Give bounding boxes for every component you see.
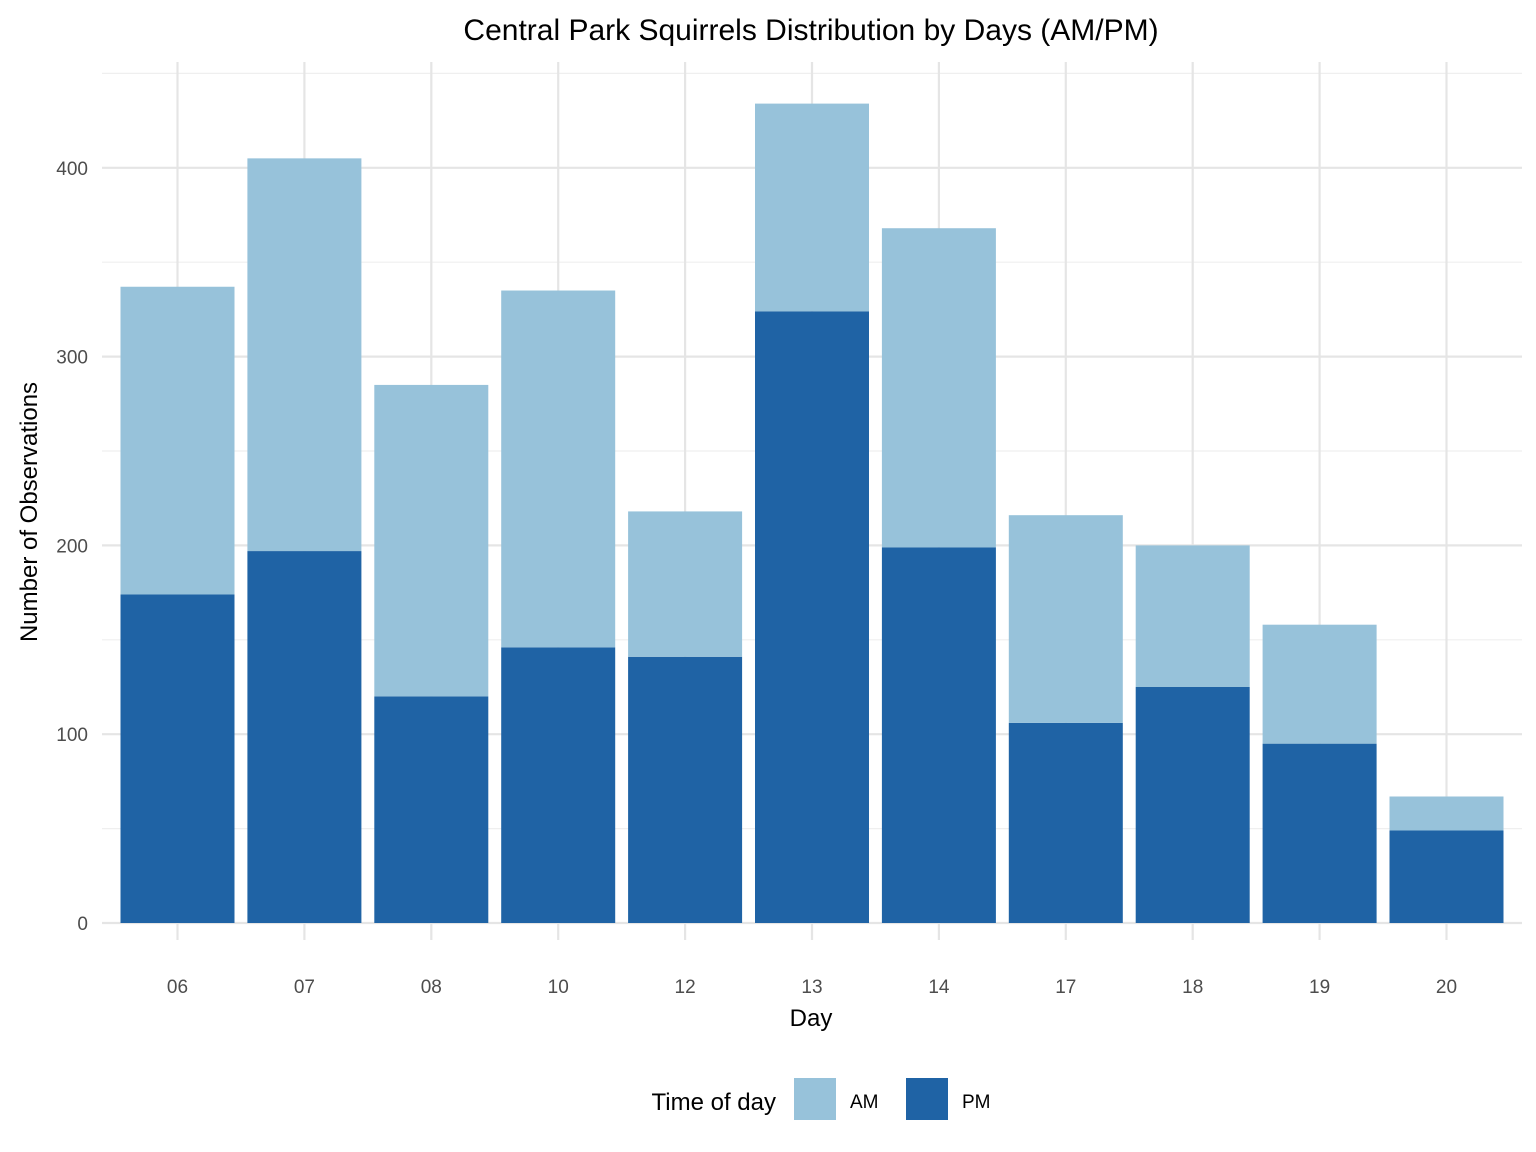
x-tick-label: 19 bbox=[1309, 977, 1330, 998]
x-axis-ticks: 06 07 08 10 12 13 14 17 18 19 20 bbox=[167, 977, 1457, 998]
bar-pm-20 bbox=[1389, 830, 1504, 923]
x-tick-label: 06 bbox=[167, 977, 188, 998]
x-tick-label: 08 bbox=[421, 977, 442, 998]
x-tick-label: 10 bbox=[548, 977, 569, 998]
bar-pm-12 bbox=[628, 656, 743, 923]
x-tick-label: 18 bbox=[1182, 977, 1203, 998]
y-axis-ticks: 0 100 200 300 400 bbox=[56, 159, 88, 935]
x-tick-label: 17 bbox=[1055, 977, 1076, 998]
y-tick-label: 100 bbox=[56, 725, 88, 746]
bar-am-14 bbox=[881, 228, 996, 548]
bar-pm-10 bbox=[501, 647, 616, 923]
bar-pm-13 bbox=[755, 311, 869, 924]
bar-pm-18 bbox=[1135, 687, 1250, 923]
legend-key-pm bbox=[906, 1078, 948, 1120]
legend-label-am: AM bbox=[850, 1092, 879, 1113]
bar-pm-14 bbox=[881, 547, 996, 923]
y-tick-label: 200 bbox=[56, 536, 88, 557]
bar-am-12 bbox=[628, 511, 743, 657]
bar-am-06 bbox=[120, 286, 235, 595]
bar-pm-06 bbox=[120, 594, 235, 923]
bar-am-20 bbox=[1389, 796, 1504, 831]
bar-am-18 bbox=[1135, 545, 1250, 687]
y-tick-label: 300 bbox=[56, 348, 88, 369]
x-tick-label: 13 bbox=[801, 977, 822, 998]
legend: Time of day AM PM bbox=[652, 1078, 991, 1120]
bar-am-08 bbox=[374, 384, 489, 697]
legend-title: Time of day bbox=[652, 1089, 777, 1116]
x-axis-title: Day bbox=[790, 1005, 833, 1032]
y-tick-label: 0 bbox=[77, 914, 88, 935]
bar-am-17 bbox=[1008, 515, 1123, 723]
bars bbox=[120, 103, 1504, 924]
bar-am-10 bbox=[501, 290, 616, 648]
y-tick-label: 400 bbox=[56, 159, 88, 180]
bar-pm-17 bbox=[1008, 722, 1123, 923]
bar-pm-08 bbox=[374, 696, 489, 923]
bar-am-13 bbox=[755, 103, 869, 312]
x-tick-label: 20 bbox=[1436, 977, 1457, 998]
bar-am-19 bbox=[1262, 624, 1377, 744]
chart-title: Central Park Squirrels Distribution by D… bbox=[463, 14, 1158, 47]
legend-key-am bbox=[794, 1078, 836, 1120]
bar-pm-19 bbox=[1262, 743, 1377, 923]
legend-label-pm: PM bbox=[962, 1092, 991, 1113]
legend-items: AM PM bbox=[794, 1078, 991, 1120]
bar-pm-07 bbox=[247, 551, 362, 923]
y-axis-title: Number of Observations bbox=[16, 382, 43, 642]
bar-am-07 bbox=[247, 158, 362, 552]
x-tick-label: 14 bbox=[928, 977, 950, 998]
x-tick-label: 12 bbox=[675, 977, 696, 998]
x-tick-label: 07 bbox=[294, 977, 315, 998]
